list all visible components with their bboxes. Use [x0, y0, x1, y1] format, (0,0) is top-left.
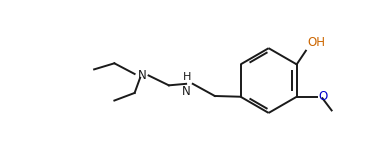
Text: N: N [182, 85, 191, 98]
Text: H: H [183, 72, 191, 82]
Text: OH: OH [308, 36, 326, 49]
Text: N: N [138, 69, 146, 82]
Text: O: O [318, 90, 327, 103]
